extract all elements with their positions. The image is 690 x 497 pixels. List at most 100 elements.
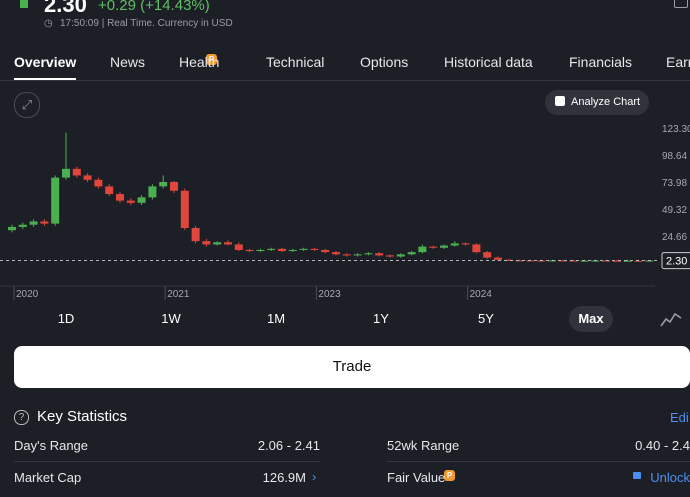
range-button[interactable]: 1W — [161, 311, 181, 326]
candle-body — [461, 243, 470, 245]
candle-body — [450, 243, 459, 246]
candle-body — [407, 252, 416, 255]
stat-label: 52wk Range — [387, 438, 460, 453]
candle-body — [256, 249, 265, 252]
candle-body — [213, 242, 222, 245]
stat-label: Day's Range — [14, 438, 89, 453]
tab[interactable]: Health — [179, 54, 220, 70]
candle-body — [180, 190, 189, 229]
candle-body — [591, 260, 600, 262]
candle-body — [429, 246, 438, 248]
x-tick-label: 2023 — [318, 289, 341, 300]
tab[interactable]: Options — [360, 54, 409, 70]
tab[interactable]: Technical — [266, 54, 325, 70]
candle-body — [321, 249, 330, 253]
tab[interactable]: News — [110, 54, 146, 70]
candle-body — [623, 260, 632, 262]
icon — [555, 96, 565, 106]
candle-body — [602, 260, 610, 262]
candle-body — [483, 252, 492, 258]
candle-body — [83, 175, 92, 180]
stat-value: 0.40 - 2.4 — [635, 438, 690, 453]
divider — [0, 80, 690, 81]
stat-value[interactable]: Unlock — [650, 470, 690, 485]
candle-body — [364, 253, 373, 255]
candle-body — [126, 200, 135, 203]
tab-underline — [14, 78, 76, 80]
candle-body — [288, 249, 297, 252]
price: 2.30 — [44, 0, 87, 17]
icon — [674, 0, 688, 8]
range-button-active[interactable]: Max — [569, 306, 613, 332]
icon — [20, 0, 28, 8]
range-button[interactable]: 1D — [57, 311, 75, 326]
stat-value: 126.9M — [262, 470, 306, 485]
candle-body — [148, 186, 157, 198]
last-price-label: 2.30 — [666, 256, 687, 268]
candle-body — [418, 246, 427, 253]
candle-body — [299, 248, 308, 250]
expand-button[interactable]: ⤢ — [14, 92, 40, 118]
candle-body — [94, 179, 103, 187]
button-label: Analyze Chart — [571, 96, 641, 108]
range-button[interactable]: 1M — [266, 311, 286, 326]
chart-type-icon[interactable] — [660, 310, 682, 328]
candle-body — [234, 244, 243, 250]
range-button[interactable]: 1Y — [373, 311, 389, 326]
status: 17:50:09 | Real Time. Currency in USD — [60, 18, 233, 29]
candle-body — [472, 244, 481, 253]
candle-body — [267, 248, 276, 250]
tab[interactable]: Overview — [14, 54, 77, 70]
candle-body — [191, 228, 200, 242]
candle-body — [137, 197, 146, 203]
icon: ? — [14, 410, 29, 425]
divider — [387, 461, 690, 462]
candle-body — [72, 168, 81, 176]
analyze-chart-button[interactable]: Analyze Chart — [545, 90, 649, 115]
candle-body — [558, 260, 567, 262]
candle-body — [580, 260, 589, 262]
candle-body — [504, 259, 513, 261]
stat-label: Market Cap — [14, 470, 82, 485]
last-price-box — [661, 252, 690, 270]
candle-body — [612, 260, 621, 262]
candle-body — [159, 181, 168, 187]
candle-body — [202, 241, 211, 245]
candle-body — [29, 221, 38, 225]
edit-link[interactable]: Edi — [670, 410, 689, 425]
candle-body — [537, 260, 546, 262]
x-tick-label: 2020 — [16, 289, 39, 300]
candle-body — [310, 248, 319, 250]
tab[interactable]: Historical data — [444, 54, 533, 70]
candle-body — [440, 245, 448, 248]
candle-body — [170, 181, 178, 191]
candle-body — [569, 260, 578, 262]
tab[interactable]: Earn — [666, 54, 690, 70]
y-tick-label: 73.98 — [662, 178, 687, 189]
stat-value: 2.06 - 2.41 — [257, 438, 320, 453]
candle-body — [245, 249, 254, 252]
price-change: +0.29 (+14.43%) — [98, 0, 210, 14]
icon: P — [444, 470, 455, 481]
candle-body — [375, 253, 384, 256]
candle-body — [494, 257, 502, 260]
candle-body — [386, 255, 394, 257]
candle-body — [278, 248, 286, 252]
candle-body — [342, 254, 351, 256]
y-tick-label: 24.66 — [662, 232, 687, 243]
candle-body — [18, 224, 27, 227]
candle-body — [51, 177, 60, 224]
y-tick-label: 98.64 — [662, 151, 687, 162]
divider — [14, 461, 320, 462]
stat-label: Fair Value — [387, 470, 446, 485]
candle-body — [634, 260, 643, 262]
x-tick-label: 2021 — [167, 289, 190, 300]
range-button[interactable]: 5Y — [478, 311, 494, 326]
x-tick-label: 2024 — [470, 289, 493, 300]
tab[interactable]: Financials — [569, 54, 633, 70]
trade-button[interactable]: Trade — [14, 346, 690, 388]
lock-icon — [633, 472, 641, 479]
candle-body — [8, 226, 16, 231]
